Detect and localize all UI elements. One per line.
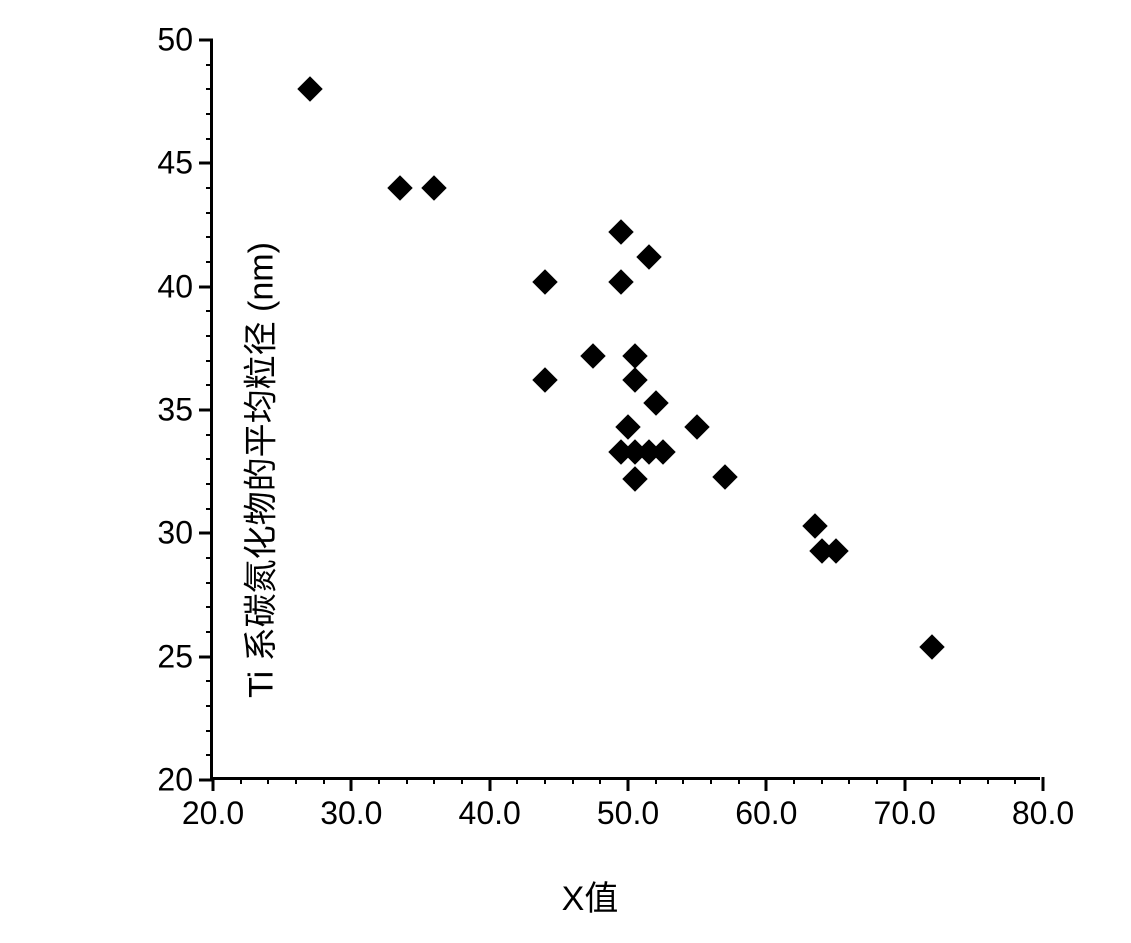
y-tick-major — [199, 39, 213, 42]
y-tick-minor — [206, 236, 213, 238]
x-tick-major — [350, 777, 353, 791]
x-tick-major — [488, 777, 491, 791]
y-tick-minor — [206, 680, 213, 682]
x-tick-minor — [240, 777, 242, 784]
y-tick-minor — [206, 88, 213, 90]
data-point — [622, 343, 647, 368]
x-tick-label: 40.0 — [459, 795, 521, 832]
y-tick-minor — [206, 212, 213, 214]
x-tick-minor — [876, 777, 878, 784]
x-tick-major — [765, 777, 768, 791]
y-tick-minor — [206, 434, 213, 436]
x-tick-label: 30.0 — [320, 795, 382, 832]
x-tick-minor — [599, 777, 601, 784]
y-tick-minor — [206, 557, 213, 559]
x-tick-minor — [848, 777, 850, 784]
y-tick-label: 45 — [157, 145, 193, 182]
x-tick-minor — [959, 777, 961, 784]
y-tick-label: 25 — [157, 638, 193, 675]
y-tick-minor — [206, 631, 213, 633]
y-tick-minor — [206, 508, 213, 510]
x-tick-label: 50.0 — [597, 795, 659, 832]
x-tick-minor — [1014, 777, 1016, 784]
y-tick-minor — [206, 384, 213, 386]
data-point — [636, 244, 661, 269]
data-point — [712, 464, 737, 489]
y-tick-label: 50 — [157, 22, 193, 59]
y-tick-major — [199, 162, 213, 165]
data-point — [608, 220, 633, 245]
x-tick-minor — [406, 777, 408, 784]
x-tick-minor — [378, 777, 380, 784]
y-tick-minor — [206, 458, 213, 460]
scatter-chart: Ti 系碳氮化物的平均粒径 (nm) 2025303540455020.030.… — [80, 30, 1100, 910]
y-tick-minor — [206, 310, 213, 312]
data-point — [823, 538, 848, 563]
data-point — [387, 175, 412, 200]
data-point — [684, 415, 709, 440]
data-point — [581, 343, 606, 368]
x-tick-minor — [710, 777, 712, 784]
data-point — [622, 368, 647, 393]
x-tick-minor — [987, 777, 989, 784]
x-tick-minor — [267, 777, 269, 784]
x-tick-label: 70.0 — [874, 795, 936, 832]
x-tick-minor — [682, 777, 684, 784]
x-tick-minor — [295, 777, 297, 784]
y-tick-major — [199, 655, 213, 658]
data-point — [422, 175, 447, 200]
y-tick-minor — [206, 730, 213, 732]
y-tick-label: 40 — [157, 268, 193, 305]
y-tick-minor — [206, 335, 213, 337]
x-tick-minor — [738, 777, 740, 784]
x-tick-minor — [793, 777, 795, 784]
x-tick-minor — [931, 777, 933, 784]
data-point — [802, 513, 827, 538]
x-tick-minor — [516, 777, 518, 784]
y-tick-minor — [206, 705, 213, 707]
y-tick-minor — [206, 187, 213, 189]
y-tick-major — [199, 285, 213, 288]
x-tick-minor — [433, 777, 435, 784]
y-tick-minor — [206, 113, 213, 115]
data-point — [920, 634, 945, 659]
y-tick-label: 20 — [157, 762, 193, 799]
y-tick-minor — [206, 483, 213, 485]
data-point — [532, 269, 557, 294]
y-tick-minor — [206, 582, 213, 584]
y-tick-label: 30 — [157, 515, 193, 552]
y-tick-label: 35 — [157, 392, 193, 429]
x-tick-minor — [461, 777, 463, 784]
data-point — [532, 368, 557, 393]
x-tick-major — [627, 777, 630, 791]
plot-area: 2025303540455020.030.040.050.060.070.080… — [210, 40, 1040, 780]
y-tick-minor — [206, 261, 213, 263]
x-tick-major — [1042, 777, 1045, 791]
data-point — [622, 466, 647, 491]
y-tick-minor — [206, 606, 213, 608]
data-point — [608, 269, 633, 294]
data-point — [615, 415, 640, 440]
x-axis-label: X值 — [562, 871, 619, 920]
x-tick-label: 80.0 — [1012, 795, 1074, 832]
data-point — [643, 390, 668, 415]
x-tick-minor — [655, 777, 657, 784]
y-tick-minor — [206, 138, 213, 140]
y-tick-minor — [206, 360, 213, 362]
data-point — [297, 77, 322, 102]
x-tick-major — [212, 777, 215, 791]
y-tick-major — [199, 409, 213, 412]
x-tick-minor — [544, 777, 546, 784]
y-tick-major — [199, 532, 213, 535]
y-tick-minor — [206, 64, 213, 66]
x-tick-minor — [323, 777, 325, 784]
x-tick-major — [903, 777, 906, 791]
x-tick-minor — [821, 777, 823, 784]
y-tick-minor — [206, 754, 213, 756]
x-tick-minor — [572, 777, 574, 784]
x-tick-label: 20.0 — [182, 795, 244, 832]
x-tick-label: 60.0 — [735, 795, 797, 832]
